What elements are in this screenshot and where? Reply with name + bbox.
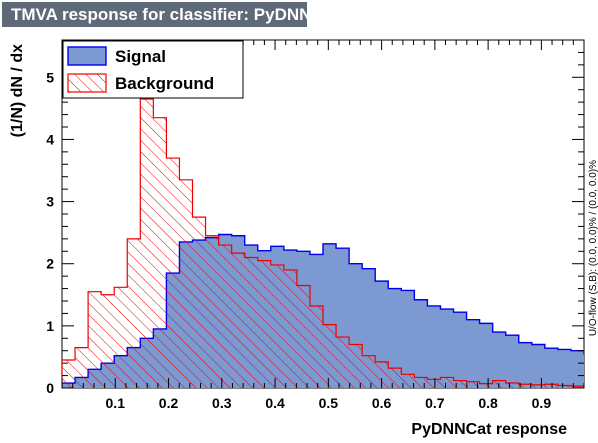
legend-signal-swatch — [67, 46, 107, 66]
x-axis-label: PyDNNCat response — [411, 421, 567, 438]
legend-background-label: Background — [115, 74, 214, 93]
y-tick-label: 4 — [46, 131, 54, 147]
y-tick-label: 2 — [46, 256, 54, 272]
x-tick-label: 0.7 — [425, 395, 445, 411]
y-tick-label: 1 — [46, 318, 54, 334]
x-tick-label: 0.3 — [212, 395, 232, 411]
x-tick-label: 0.9 — [532, 395, 552, 411]
x-tick-label: 0.8 — [478, 395, 498, 411]
background-histogram-hatch — [62, 99, 584, 388]
plot-title: TMVA response for classifier: PyDNNCat — [2, 2, 339, 27]
x-tick-label: 0.5 — [319, 395, 339, 411]
legend: Signal Background — [62, 40, 244, 99]
legend-signal-label: Signal — [115, 47, 166, 66]
y-tick-label: 3 — [46, 194, 54, 210]
y-axis-label: (1/N) dN / dx — [9, 44, 26, 137]
y-tick-label: 5 — [46, 69, 54, 85]
background-histogram-line — [62, 98, 584, 388]
legend-background-swatch — [67, 73, 107, 93]
y-tick-label: 0 — [46, 380, 54, 396]
x-tick-label: 0.6 — [372, 395, 392, 411]
overflow-note: U/O-flow (S,B): (0.0, 0.0)% / (0.0, 0.0)… — [588, 160, 598, 336]
x-tick-label: 0.4 — [265, 395, 285, 411]
x-tick-label: 0.1 — [106, 395, 126, 411]
x-tick-label: 0.2 — [159, 395, 179, 411]
